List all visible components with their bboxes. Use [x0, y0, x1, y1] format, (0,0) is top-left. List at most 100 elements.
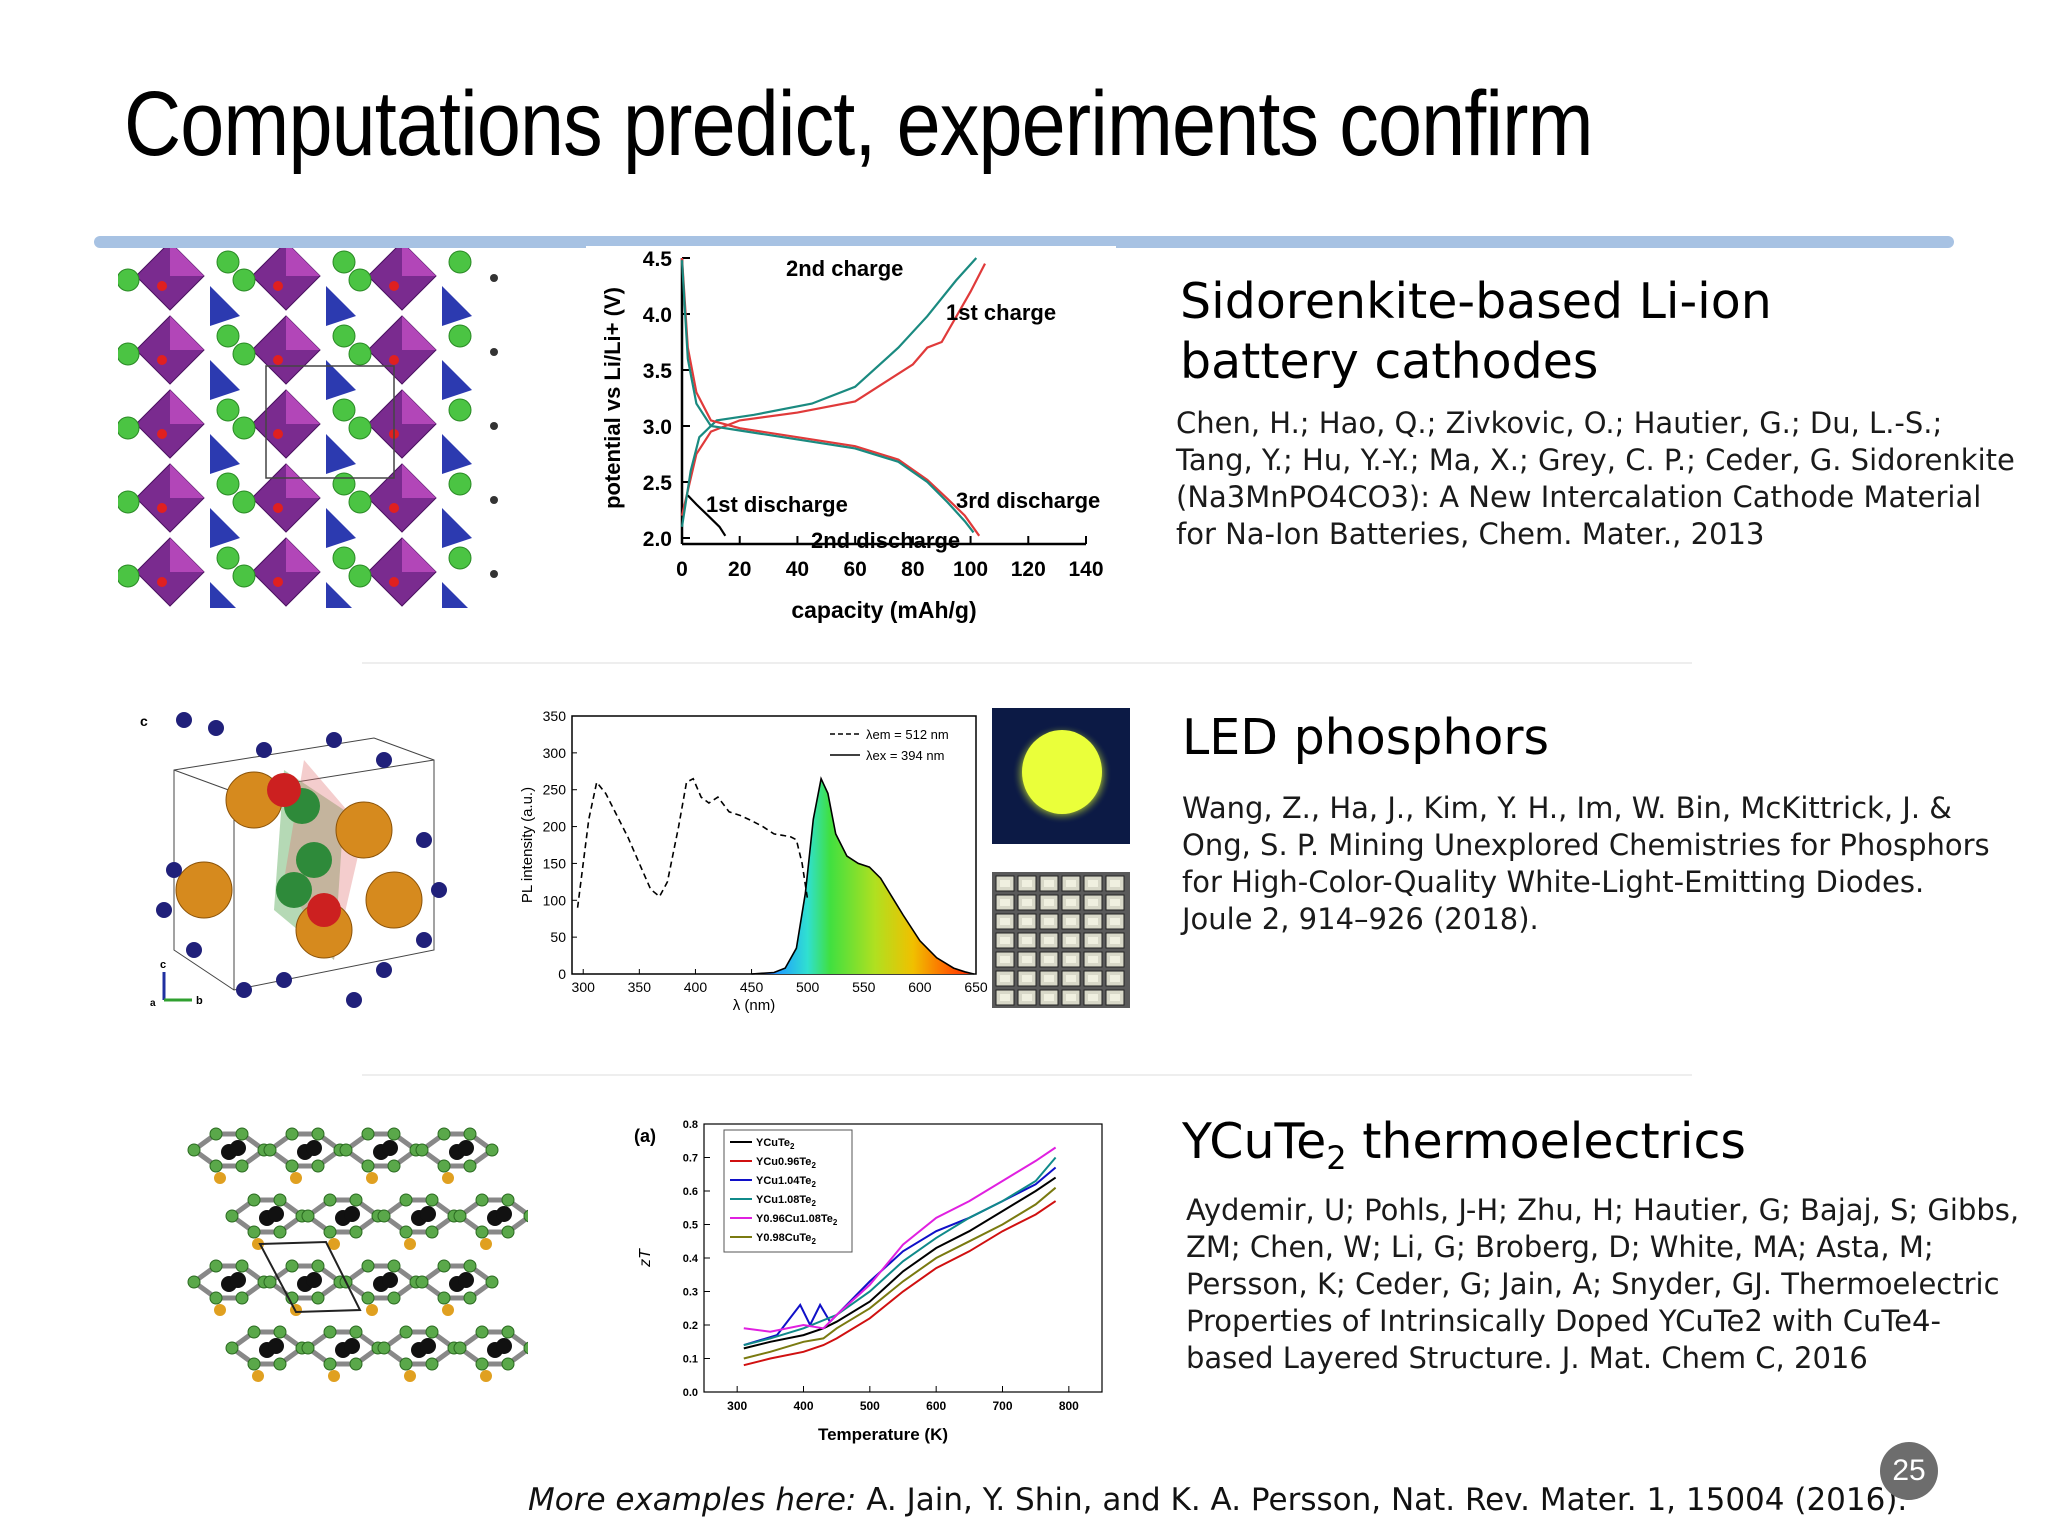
te-atom — [349, 1357, 363, 1371]
te-atom — [387, 1259, 401, 1273]
te-atom — [425, 1325, 439, 1339]
tick-label: 50 — [550, 929, 566, 945]
tick-label: 100 — [543, 892, 567, 908]
te-atom — [463, 1291, 477, 1305]
te-atom — [311, 1259, 325, 1273]
tick-label: 600 — [908, 979, 932, 995]
series-line — [743, 1186, 1057, 1360]
tetrahedron — [210, 434, 240, 474]
na-atom — [348, 490, 372, 514]
na-atom — [232, 342, 256, 366]
footer-label: More examples here: — [528, 1482, 857, 1518]
led-chip — [1110, 880, 1120, 887]
te-atom — [263, 1143, 277, 1157]
te-atom — [349, 1325, 363, 1339]
tick-label: 140 — [1068, 558, 1103, 581]
te-atom — [437, 1259, 451, 1273]
te-atom — [501, 1325, 515, 1339]
te-atom — [415, 1275, 429, 1289]
octahedron-face — [170, 248, 204, 276]
y-atom — [268, 1206, 284, 1222]
o-atom — [389, 503, 399, 513]
te-atom — [273, 1357, 287, 1371]
series-line — [751, 776, 974, 975]
tetrahedron — [210, 508, 240, 548]
o-atom — [389, 281, 399, 291]
cu-atom — [442, 1304, 454, 1316]
cu-atom — [404, 1370, 416, 1382]
te-atom — [399, 1325, 413, 1339]
x-axis-label: capacity (mAh/g) — [791, 597, 976, 623]
octahedron-face — [286, 390, 320, 424]
tick-label: 3.0 — [643, 416, 672, 439]
tick-label: 0.7 — [683, 1153, 698, 1165]
led-chip — [1022, 956, 1032, 963]
te-atom — [523, 1209, 528, 1223]
c-atom — [490, 570, 498, 578]
led-chip — [1110, 975, 1120, 982]
te-atom — [387, 1127, 401, 1141]
te-atom — [285, 1159, 299, 1173]
led-chip — [1022, 994, 1032, 1001]
tick-label: 20 — [728, 558, 751, 581]
thermo-heading-subscript: 2 — [1326, 1138, 1347, 1177]
y-atom — [344, 1206, 360, 1222]
na-atom — [118, 490, 140, 514]
led-chip — [1044, 918, 1054, 925]
na-atom — [216, 324, 240, 348]
octahedron-face — [402, 248, 436, 276]
y-atom — [268, 1338, 284, 1354]
tick-label: 300 — [572, 979, 596, 995]
axis-letter: b — [196, 995, 203, 1007]
tetrahedron — [210, 286, 240, 326]
y-atom — [420, 1338, 436, 1354]
led-chip — [1088, 975, 1098, 982]
series-line — [687, 494, 727, 537]
tick-label: 300 — [543, 745, 567, 761]
atom-green — [296, 842, 332, 878]
led-chip — [1044, 880, 1054, 887]
led-chip — [1044, 899, 1054, 906]
na-atom — [332, 472, 356, 496]
na-atom — [332, 546, 356, 570]
title-divider — [94, 236, 1954, 248]
tick-label: 2.0 — [643, 528, 672, 551]
y-atom — [344, 1338, 360, 1354]
legend-label-sub: 2 — [790, 1142, 795, 1151]
te-atom — [323, 1193, 337, 1207]
thermo-heading-formula: YCuTe — [1182, 1113, 1327, 1170]
thermo-citation: Aydemir, U; Pohls, J-H; Zhu, H; Hautier,… — [1186, 1193, 2020, 1375]
led-chip — [1000, 937, 1010, 944]
tick-label: 0.0 — [683, 1387, 698, 1399]
na-atom — [118, 268, 140, 292]
na-atom — [332, 324, 356, 348]
tick-label: 3.5 — [643, 360, 673, 383]
small-atom — [326, 732, 342, 748]
te-atom — [415, 1143, 429, 1157]
atom-red — [267, 773, 301, 807]
curve-annotation: 1st charge — [946, 300, 1056, 325]
te-atom — [323, 1225, 337, 1239]
te-atom — [463, 1159, 477, 1173]
tick-label: 2.5 — [643, 472, 673, 495]
o-atom — [273, 503, 283, 513]
led-chip — [1066, 899, 1076, 906]
led-chip — [1044, 937, 1054, 944]
tick-label: 600 — [926, 1399, 946, 1413]
led-chip — [1066, 918, 1076, 925]
te-atom — [323, 1357, 337, 1371]
te-atom — [387, 1159, 401, 1173]
cu-atom — [480, 1370, 492, 1382]
tetrahedron — [326, 508, 356, 548]
legend-label-sub: 2 — [811, 1180, 816, 1189]
cell-edge — [173, 769, 235, 793]
te-atom — [475, 1325, 489, 1339]
axis-letter: c — [140, 713, 148, 729]
te-atom — [501, 1193, 515, 1207]
te-atom — [425, 1193, 439, 1207]
tick-label: 80 — [901, 558, 924, 581]
tick-label: 150 — [543, 855, 567, 871]
small-atom — [416, 932, 432, 948]
te-atom — [225, 1341, 239, 1355]
te-atom — [187, 1275, 201, 1289]
